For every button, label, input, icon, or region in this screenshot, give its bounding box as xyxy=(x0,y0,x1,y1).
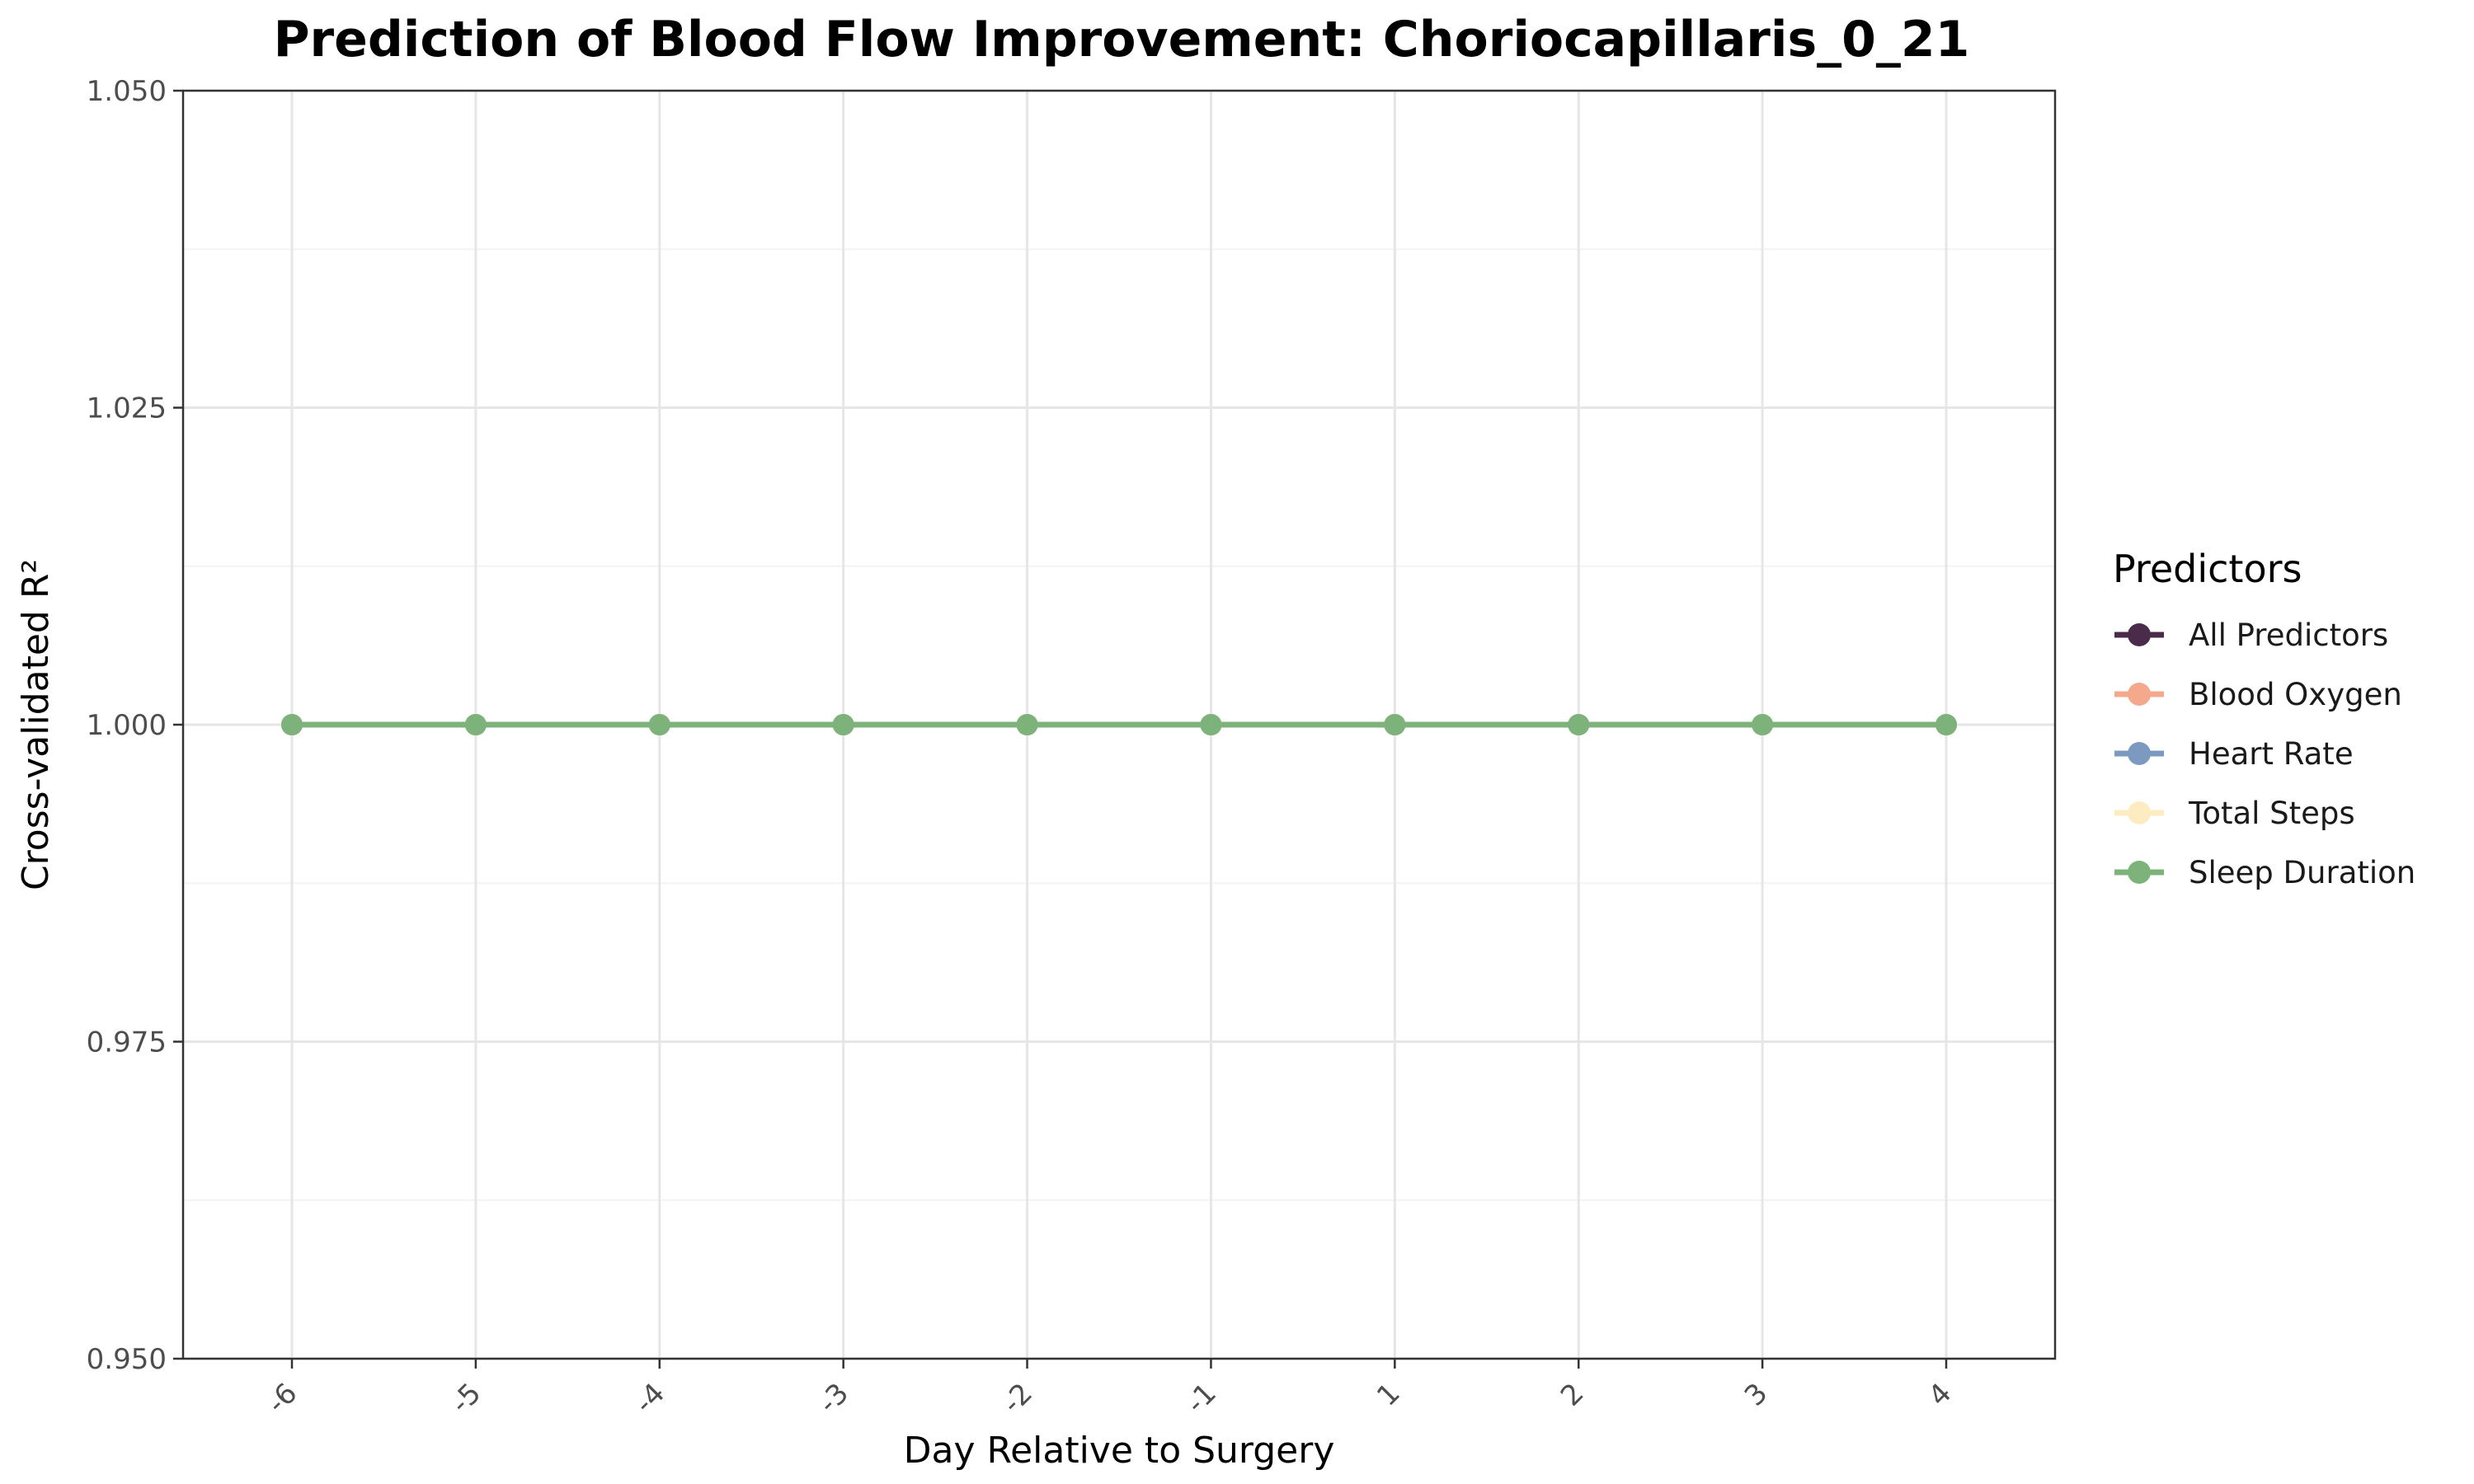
data-point xyxy=(1384,714,1406,735)
data-point xyxy=(1752,714,1774,735)
legend-label: Total Steps xyxy=(2188,796,2355,831)
legend-marker-key xyxy=(2128,683,2151,706)
y-tick-label: 1.025 xyxy=(87,392,167,425)
x-tick-label: -5 xyxy=(444,1377,487,1420)
data-point xyxy=(648,714,670,735)
x-tick-label: 3 xyxy=(1738,1377,1775,1413)
legend-marker-key xyxy=(2128,801,2151,824)
y-tick-label: 0.975 xyxy=(87,1026,167,1059)
x-axis: -6 -5 -4 -3 -2 -1 1 2 3 4 xyxy=(261,1359,1958,1420)
legend-label: Heart Rate xyxy=(2189,736,2354,772)
legend-marker-key xyxy=(2128,623,2151,646)
x-tick-label: -3 xyxy=(812,1377,855,1420)
x-axis-title: Day Relative to Surgery xyxy=(904,1430,1335,1472)
chart-title: Prediction of Blood Flow Improvement: Ch… xyxy=(274,11,1970,68)
data-point xyxy=(464,714,487,735)
x-tick-label: 2 xyxy=(1554,1377,1591,1413)
data-point xyxy=(1568,714,1590,735)
legend-item-blood-oxygen: Blood Oxygen xyxy=(2114,677,2402,712)
legend-marker-key xyxy=(2128,861,2151,884)
y-tick-label: 1.050 xyxy=(87,75,167,108)
legend-item-all-predictors: All Predictors xyxy=(2114,618,2388,653)
data-point xyxy=(281,714,303,735)
data-point xyxy=(1016,714,1038,735)
y-tick-label: 0.950 xyxy=(87,1343,167,1376)
legend-item-total-steps: Total Steps xyxy=(2114,796,2355,831)
x-tick-label: 1 xyxy=(1371,1377,1407,1413)
legend-item-sleep-duration: Sleep Duration xyxy=(2114,855,2415,890)
series-sleep-duration xyxy=(281,714,1957,735)
legend-title: Predictors xyxy=(2113,547,2302,591)
legend-label: Blood Oxygen xyxy=(2189,677,2402,712)
legend-items: All Predictors Blood Oxygen Heart Rate Tota… xyxy=(2114,618,2415,890)
y-tick-label: 1.000 xyxy=(87,709,167,742)
x-tick-label: -4 xyxy=(628,1377,671,1420)
x-tick-label: 4 xyxy=(1922,1377,1959,1413)
data-point xyxy=(1935,714,1957,735)
legend: Predictors All Predictors Blood Oxygen Hea… xyxy=(2113,547,2415,890)
legend-item-heart-rate: Heart Rate xyxy=(2114,736,2354,772)
x-tick-label: -1 xyxy=(1180,1377,1223,1420)
x-tick-label: -2 xyxy=(996,1377,1039,1420)
y-axis: 0.950 0.975 1.000 1.025 1.050 xyxy=(87,75,183,1376)
legend-marker-key xyxy=(2128,742,2151,765)
legend-label: Sleep Duration xyxy=(2189,855,2415,890)
x-tick-label: -6 xyxy=(261,1377,303,1420)
y-axis-title: Cross-validated R² xyxy=(15,559,57,890)
legend-label: All Predictors xyxy=(2189,618,2388,653)
data-point xyxy=(832,714,854,735)
series-layer xyxy=(281,714,1957,735)
data-point xyxy=(1200,714,1222,735)
